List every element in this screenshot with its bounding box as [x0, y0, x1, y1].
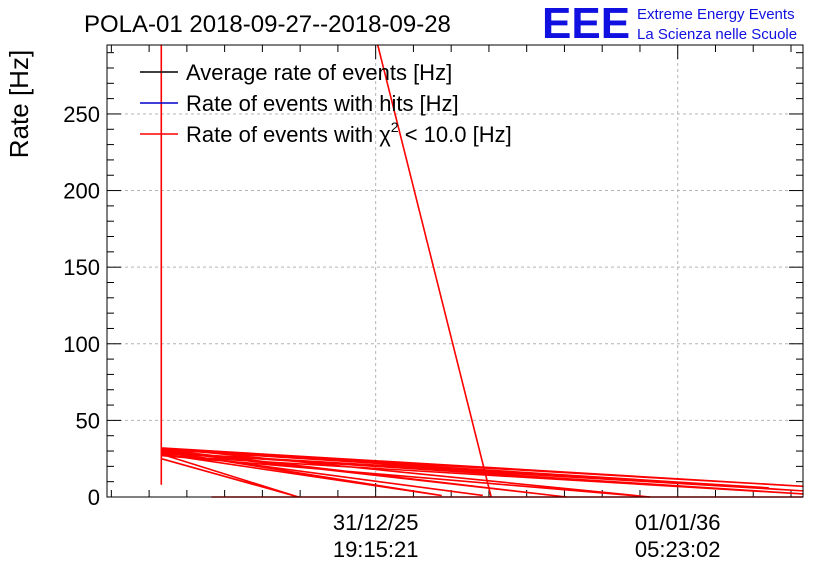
y-tick-label: 250 [63, 102, 100, 127]
grid-lines [107, 45, 803, 497]
y-axis-label: Rate [Hz] [4, 50, 34, 158]
eee-logo-line1: Extreme Energy Events [637, 6, 795, 23]
chart-title: POLA-01 2018-09-27--2018-09-28 [84, 11, 451, 38]
legend: Average rate of events [Hz] Rate of even… [140, 60, 512, 147]
legend-label-chi2: Rate of events with χ2 < 10.0 [Hz] [186, 119, 512, 147]
legend-label-chi2-symbol: χ [379, 122, 391, 147]
x-tick-label-date: 31/12/25 [333, 510, 419, 535]
y-tick-label: 200 [63, 179, 100, 204]
legend-label-chi2-suffix: < 10.0 [Hz] [399, 122, 512, 147]
eee-logo-line2: La Scienza nelle Scuole [637, 26, 797, 43]
y-tick-labels: 0 50 100 150 200 250 [63, 102, 100, 510]
eee-logo: EEE Extreme Energy Events La Scienza nel… [542, 0, 797, 48]
eee-logo-mark: EEE [542, 0, 630, 48]
y-tick-label: 150 [63, 255, 100, 280]
legend-label-average: Average rate of events [Hz] [186, 60, 452, 85]
y-tick-label: 50 [76, 408, 100, 433]
y-tick-label: 0 [88, 485, 100, 510]
data-series-line [160, 44, 804, 498]
legend-label-hits: Rate of events with hits [Hz] [186, 91, 459, 116]
y-tick-label: 100 [63, 332, 100, 357]
x-tick-label-date: 01/01/36 [635, 510, 721, 535]
x-tick-label-time: 19:15:21 [333, 537, 419, 562]
plot-frame [106, 44, 804, 498]
legend-label-chi2-prefix: Rate of events with [186, 122, 379, 147]
legend-label-chi2-exponent: 2 [391, 119, 399, 135]
x-tick-label-time: 05:23:02 [635, 537, 721, 562]
data-series-line [376, 44, 492, 498]
